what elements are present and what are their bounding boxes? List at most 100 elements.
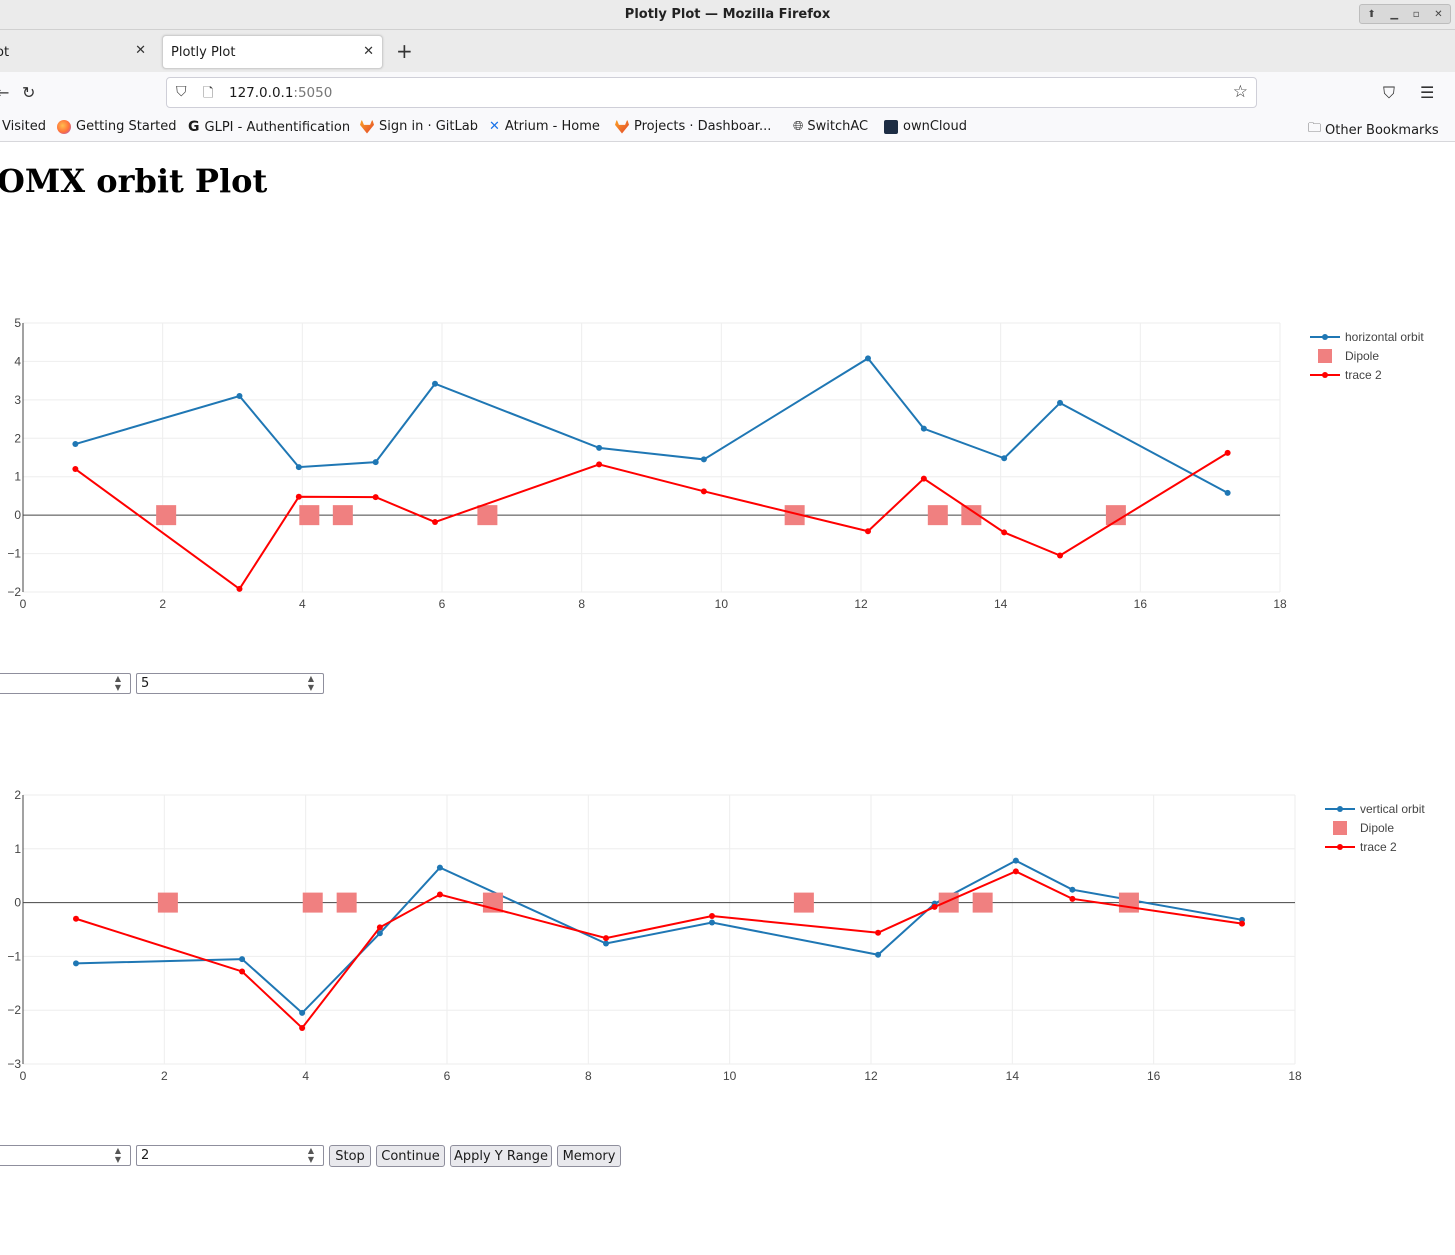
data-point	[299, 1024, 306, 1031]
legend-label: Dipole	[1345, 349, 1379, 363]
close-tab-icon[interactable]: ✕	[363, 44, 374, 59]
vertical-orbit-plot[interactable]: 0 2 4 6 8 10 12 14 16 18 −3 −2 −1 0 1 2 vertical orbit Di…	[0, 772, 1455, 1102]
bookmark-owncloud[interactable]: ownCloud	[884, 119, 967, 134]
spinner-arrows-icon[interactable]: ▲ ▼	[307, 1146, 315, 1164]
nav-bar: ← ↻ ⛉ 🗋 127.0.0.1:5050 ☆ ⛉ ☰	[0, 72, 1455, 114]
menu-icon[interactable]: ☰	[1420, 83, 1435, 102]
horizontal-orbit-plot[interactable]: 0 2 4 6 8 10 12 14 16 18 −2 −1 0 1 2 3 4 5 horizontal orbi…	[0, 300, 1455, 630]
bookmark-projects-dashboard[interactable]: Projects · Dashboar...	[615, 119, 771, 134]
spinner-arrows-icon[interactable]: ▲ ▼	[114, 1146, 122, 1164]
y-tick-label: 0	[14, 896, 21, 910]
bookmark-glpi[interactable]: G GLPI - Authentification	[188, 119, 351, 135]
data-point	[864, 528, 871, 535]
dipole-marker	[927, 505, 948, 526]
apply-y-range-button[interactable]: Apply Y Range	[450, 1145, 552, 1167]
data-point	[596, 444, 603, 451]
dipole-marker	[299, 505, 320, 526]
data-point	[1224, 449, 1231, 456]
h-ymin-input[interactable]: ▲ ▼	[0, 673, 131, 694]
data-point	[72, 441, 79, 448]
data-point	[875, 951, 882, 958]
bookmark-atrium[interactable]: ✕ Atrium - Home	[489, 119, 600, 134]
url-bar[interactable]: ⛉ 🗋 127.0.0.1:5050 ☆	[166, 77, 1257, 108]
data-point	[236, 585, 243, 592]
x-tick-label: 16	[1147, 1069, 1161, 1083]
x-tick-label: 6	[444, 1069, 451, 1083]
back-icon[interactable]: ←	[0, 83, 10, 102]
h-ymax-input[interactable]: 5 ▲ ▼	[136, 673, 324, 694]
close-tab-icon[interactable]: ✕	[135, 43, 146, 58]
y-tick-label: 5	[14, 316, 21, 330]
window-controls: ⬆ ▁ ▫ ✕	[1359, 4, 1451, 24]
data-point	[376, 924, 383, 931]
bookmark-other[interactable]: 🗀 Other Bookmarks	[1308, 119, 1439, 141]
x-tick-label: 16	[1134, 597, 1148, 611]
bookmark-switchac[interactable]: 🌐︎ SwitchAC	[793, 119, 869, 134]
data-point	[1239, 920, 1245, 927]
legend-label: Dipole	[1360, 821, 1394, 835]
folder-icon: 🗀	[1308, 121, 1322, 136]
spinner-arrows-icon[interactable]: ▲ ▼	[307, 674, 315, 692]
spinner-arrows-icon[interactable]: ▲ ▼	[114, 674, 122, 692]
legend-label: horizontal orbit	[1345, 330, 1424, 344]
reload-icon[interactable]: ↻	[22, 83, 36, 102]
dipole-marker	[332, 505, 353, 526]
data-point	[299, 1009, 306, 1016]
series-line	[75, 357, 1229, 494]
data-point	[1012, 868, 1019, 875]
x-tick-label: 14	[1006, 1069, 1020, 1083]
window-maximize-icon[interactable]: ▫	[1412, 8, 1420, 20]
data-point	[864, 355, 871, 362]
tab-previous[interactable]: ot ✕	[0, 35, 154, 69]
y-tick-label: −2	[7, 585, 21, 599]
x-tick-label: 4	[302, 1069, 309, 1083]
x-tick-label: 0	[20, 1069, 27, 1083]
bookmark-star-icon[interactable]: ☆	[1232, 82, 1248, 102]
series-line	[74, 452, 1229, 591]
dipole-marker	[302, 892, 323, 913]
data-point	[239, 968, 246, 975]
continue-button[interactable]: Continue	[376, 1145, 445, 1167]
window-close-icon[interactable]: ✕	[1434, 8, 1443, 20]
window-up-icon[interactable]: ⬆	[1367, 8, 1376, 20]
legend-marker	[1322, 372, 1328, 378]
dipole-marker	[1105, 505, 1126, 526]
data-point	[436, 891, 443, 898]
page-icon: 🗋	[203, 86, 214, 101]
tab-label: ot	[0, 44, 10, 60]
y-tick-label: 1	[14, 470, 21, 484]
memory-button[interactable]: Memory	[557, 1145, 621, 1167]
x-tick-label: 8	[578, 597, 585, 611]
data-point	[920, 425, 927, 432]
legend-label: vertical orbit	[1360, 802, 1425, 816]
new-tab-icon[interactable]: +	[396, 39, 413, 63]
x-tick-label: 2	[159, 597, 166, 611]
pocket-icon[interactable]: ⛉	[1383, 83, 1396, 102]
bookmark-visited[interactable]: Visited	[2, 119, 46, 134]
window-minimize-icon[interactable]: ▁	[1390, 8, 1399, 20]
legend-marker	[1333, 821, 1347, 835]
data-point	[295, 464, 302, 471]
v-ymax-input[interactable]: 2 ▲ ▼	[136, 1145, 324, 1166]
dipole-marker	[336, 892, 357, 913]
x-tick-label: 10	[723, 1069, 737, 1083]
bookmark-gitlab-signin[interactable]: Sign in · GitLab	[360, 119, 478, 134]
data-point	[72, 466, 79, 473]
x-tick-label: 18	[1288, 1069, 1302, 1083]
data-point	[700, 488, 707, 495]
url-text[interactable]: 127.0.0.1:5050	[229, 85, 333, 101]
y-tick-label: 2	[14, 788, 21, 802]
data-point	[239, 956, 246, 963]
y-tick-label: 1	[14, 842, 21, 856]
series-line	[75, 870, 1243, 1030]
stop-button[interactable]: Stop	[329, 1145, 371, 1167]
shield-icon[interactable]: ⛉	[176, 84, 187, 100]
bookmark-getting-started[interactable]: Getting Started	[57, 119, 177, 134]
v-ymin-input[interactable]: ▲ ▼	[0, 1145, 131, 1166]
tab-plotly-plot[interactable]: Plotly Plot ✕	[162, 35, 383, 69]
y-tick-label: −2	[7, 1003, 21, 1017]
x-tick-label: 12	[854, 597, 868, 611]
data-point	[700, 456, 707, 463]
